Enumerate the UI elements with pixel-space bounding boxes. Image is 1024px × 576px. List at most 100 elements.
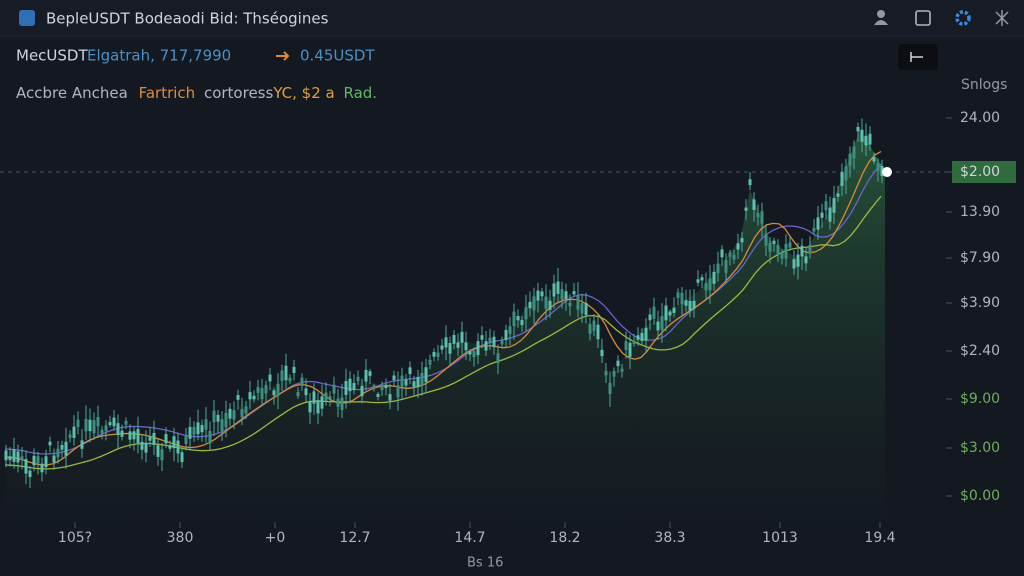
- candle-body: [96, 416, 100, 427]
- candle-body: [764, 233, 768, 246]
- moving-average: [4, 163, 882, 455]
- candle-body: [4, 450, 8, 461]
- candle-body: [480, 335, 484, 340]
- candle-body: [508, 326, 512, 335]
- candle-body: [68, 434, 72, 438]
- candle-body: [156, 445, 160, 457]
- candle-body: [264, 384, 268, 394]
- legend-line: Accbre Anchea Fartrich cortoressYC, $2 a…: [16, 84, 377, 102]
- candle-body: [20, 456, 24, 460]
- candle-body: [464, 342, 468, 351]
- candle-body: [604, 370, 608, 376]
- candle-body: [8, 456, 12, 461]
- candle-body: [44, 456, 48, 468]
- candle-body: [576, 295, 580, 310]
- candle-body: [216, 414, 220, 422]
- candle-body: [344, 381, 348, 395]
- window-icon[interactable]: [915, 10, 931, 26]
- candle-body: [396, 385, 400, 398]
- ticker-change: 0.45USDT: [300, 47, 375, 65]
- candle-body: [736, 243, 740, 250]
- candle-body: [820, 212, 824, 218]
- candle-body: [444, 337, 448, 348]
- candle-body: [160, 449, 164, 461]
- candle-body: [320, 396, 324, 409]
- candle-body: [100, 429, 104, 434]
- top-bar: [0, 0, 1024, 36]
- candle-body: [132, 431, 136, 440]
- candle-body: [460, 331, 464, 343]
- candle-body: [140, 441, 144, 450]
- candle-body: [352, 382, 356, 391]
- moving-average: [4, 151, 882, 466]
- candle-body: [664, 305, 668, 321]
- candle-body: [688, 300, 692, 311]
- legend-part: cortoress: [204, 84, 274, 102]
- time-label: 12.7: [339, 530, 370, 546]
- candle-body: [520, 320, 524, 326]
- candle-body: [512, 311, 516, 327]
- time-label: +0: [265, 530, 286, 546]
- candle-body: [244, 406, 248, 414]
- candle-body: [756, 212, 760, 218]
- candle-body: [304, 388, 308, 396]
- tool-glyph: [910, 52, 923, 62]
- candle-body: [800, 245, 804, 257]
- candle-body: [880, 166, 884, 177]
- candle-body: [572, 291, 576, 295]
- candle-body: [380, 385, 384, 391]
- candle-body: [72, 426, 76, 438]
- settings-icon[interactable]: [955, 10, 971, 26]
- candle-body: [148, 436, 152, 441]
- candle-body: [420, 373, 424, 386]
- candle-body: [192, 426, 196, 435]
- candle-body: [700, 277, 704, 281]
- time-label: 38.3: [654, 530, 685, 546]
- candle-body: [536, 290, 540, 301]
- candle-body: [620, 368, 624, 372]
- candle-body: [328, 396, 332, 400]
- footer-label: Bs 16: [467, 556, 503, 571]
- candle-body: [560, 289, 564, 300]
- candle-body: [544, 296, 548, 309]
- candle-body: [844, 166, 848, 181]
- candle-body: [60, 445, 64, 450]
- candle-body: [476, 341, 480, 356]
- candle-body: [848, 153, 852, 166]
- candle-body: [176, 440, 180, 454]
- candle-body: [636, 335, 640, 340]
- candle-body: [340, 397, 344, 411]
- time-label: 18.2: [549, 530, 580, 546]
- candle-body: [852, 146, 856, 159]
- candle-body: [676, 292, 680, 299]
- candle-body: [748, 179, 752, 186]
- candle-body: [152, 432, 156, 445]
- candle-body: [720, 249, 724, 258]
- time-label: 1013: [762, 530, 798, 546]
- candle-body: [272, 390, 276, 396]
- candle-body: [404, 379, 408, 386]
- candle-body: [56, 448, 60, 458]
- candle-body: [424, 367, 428, 383]
- candle-body: [808, 244, 812, 254]
- candle-body: [212, 410, 216, 423]
- candle-body: [724, 260, 728, 273]
- candle-body: [776, 244, 780, 255]
- candle-body: [668, 311, 672, 316]
- candle-body: [116, 423, 120, 436]
- candle-body: [612, 370, 616, 377]
- tools-icon[interactable]: [995, 10, 1009, 26]
- window-title: BepleUSDT Bodeaodi Bid: Thséogines: [46, 10, 329, 28]
- candle-body: [356, 376, 360, 381]
- candle-body: [188, 426, 192, 439]
- price-label: $3.90: [960, 295, 1000, 311]
- user-icon[interactable]: [874, 10, 888, 25]
- candle-body: [816, 217, 820, 230]
- candle-body: [416, 377, 420, 387]
- price-label: $2.40: [960, 343, 1000, 359]
- candle-body: [108, 422, 112, 426]
- candle-body: [600, 349, 604, 357]
- candle-body: [376, 393, 380, 398]
